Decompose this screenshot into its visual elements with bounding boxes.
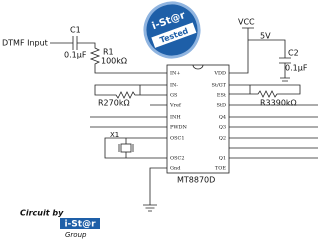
pin-label: VDD — [213, 71, 226, 77]
pin-label: Vref — [169, 103, 182, 109]
pin-label: IN- — [170, 83, 178, 89]
logo-line2: Group — [65, 231, 87, 239]
chip-name: MT8870D — [177, 176, 215, 185]
pin-label: IN+ — [170, 71, 181, 77]
logo-band — [60, 218, 100, 229]
c1-symbol — [72, 36, 78, 50]
pin-label: StD — [217, 103, 226, 109]
vcc-wire — [229, 27, 291, 82]
c2-label: C2 — [288, 49, 299, 58]
r3-wire — [229, 84, 301, 98]
x1-label: X1 — [110, 131, 119, 139]
chip — [166, 64, 230, 174]
r2-label: R270kΩ — [98, 99, 130, 108]
crystal-plates — [118, 144, 134, 152]
input-label: DTMF Input — [2, 39, 48, 48]
logo-line1: Circuit by — [20, 209, 64, 218]
r1-value: 100kΩ — [101, 57, 127, 66]
control-wires — [90, 116, 167, 128]
pin-label: Gnd — [170, 166, 181, 172]
pin-label: INH — [170, 115, 181, 121]
pin-label: TOE — [215, 166, 226, 172]
pin-label: ESt — [217, 93, 226, 99]
crystal-wire — [104, 137, 167, 159]
c2-value: 0.1µF — [285, 64, 308, 73]
pin-label: PWDN — [170, 125, 188, 131]
ground — [143, 167, 167, 212]
r1-label: R1 — [103, 48, 114, 57]
pin-label: GS — [170, 93, 178, 99]
crystal — [120, 143, 132, 153]
r3-label: R3390kΩ — [260, 99, 297, 108]
vcc-label: VCC — [238, 18, 255, 27]
r2-wire — [94, 84, 167, 99]
input-wire — [50, 42, 167, 74]
pin-label: Q4 — [219, 115, 226, 121]
c1-label: C1 — [70, 26, 81, 35]
c1-value: 0.1µF — [64, 51, 87, 60]
output-wires — [229, 104, 318, 159]
pin-label: OSC2 — [170, 156, 185, 162]
logo-brand: i-St@r — [64, 220, 96, 230]
chip-notch — [192, 64, 204, 70]
pin-label: Q3 — [219, 125, 226, 131]
vcc-value: 5V — [260, 32, 271, 41]
pin-label: Q1 — [219, 156, 226, 162]
badge-band — [151, 22, 197, 48]
pin-label: Q2 — [219, 136, 226, 142]
pin-label: OSC1 — [170, 136, 185, 142]
badge: i-St@r Tested — [143, 1, 201, 59]
pin-label: St/GT — [212, 83, 227, 89]
